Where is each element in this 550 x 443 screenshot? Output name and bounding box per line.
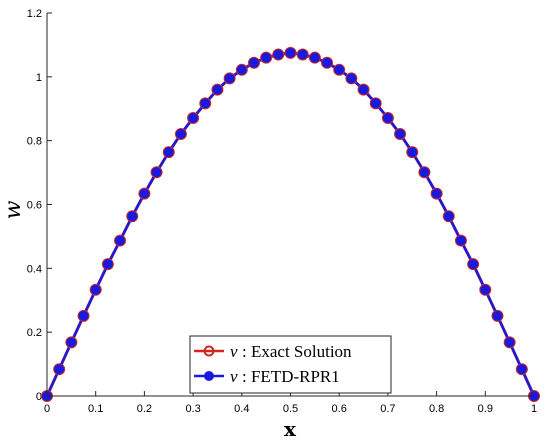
series-1-point: [346, 73, 357, 84]
x-tick-label: 0: [44, 403, 50, 415]
series-1-point: [322, 57, 333, 68]
x-tick-label: 0.1: [88, 403, 103, 415]
series-1-point: [455, 235, 466, 246]
series-1-point: [285, 47, 296, 58]
series-1-point: [212, 84, 223, 95]
series-1-point: [407, 147, 418, 158]
y-tick-label: 0.4: [27, 263, 42, 275]
series-1-point: [273, 49, 284, 60]
legend-entry-fetd: v : FETD-RPR1: [194, 367, 340, 386]
x-tick-label: 0.9: [478, 403, 493, 415]
x-tick-label: 0.5: [283, 403, 298, 415]
legend-marker-fetd: [204, 371, 214, 381]
series-1-point: [78, 310, 89, 321]
series-1-point: [200, 98, 211, 109]
x-tick-label: 0.3: [185, 403, 200, 415]
series-1-point: [358, 84, 369, 95]
series-1-point: [224, 73, 235, 84]
series-1-point: [115, 235, 126, 246]
series-1-point: [370, 98, 381, 109]
series-layer: [41, 46, 540, 402]
series-1-point: [54, 364, 65, 375]
series-1-point: [261, 52, 272, 63]
y-axis-label: w: [1, 200, 26, 219]
x-tick-label: 0.7: [380, 403, 395, 415]
series-1-point: [188, 113, 199, 124]
y-tick-label: 1: [36, 72, 42, 84]
x-axis-label: x: [284, 417, 297, 441]
series-1-point: [419, 167, 430, 178]
series-1-point: [395, 128, 406, 139]
series-1-point: [248, 57, 259, 68]
series-1-point: [139, 188, 150, 199]
legend: v : Exact Solution v : FETD-RPR1: [189, 335, 392, 394]
tick-group: 0 0.1 0.2 0.3 0.4 0.5 0.6 0.7 0.8 0.9 1 0 0.2 0.4 0.6 0…: [27, 8, 537, 415]
plot-area: [47, 13, 534, 396]
series-1-point: [236, 64, 247, 75]
legend-entry-exact: v : Exact Solution: [194, 342, 352, 361]
series-1-point: [431, 188, 442, 199]
series-1-point: [151, 167, 162, 178]
series-1-point: [163, 147, 174, 158]
series-1-point: [504, 337, 515, 348]
x-tick-label: 0.4: [234, 403, 249, 415]
series-1-point: [297, 49, 308, 60]
series-1-point: [334, 64, 345, 75]
legend-prefix-exact: v: [230, 342, 238, 361]
y-tick-label: 0: [36, 391, 42, 403]
x-tick-label: 0.2: [137, 403, 152, 415]
series-1-point: [443, 211, 454, 222]
y-tick-label: 0.8: [27, 136, 42, 148]
series-1-point: [382, 113, 393, 124]
legend-box: [189, 335, 392, 394]
x-tick-label: 0.6: [332, 403, 347, 415]
series-1-point: [480, 284, 491, 295]
y-tick-label: 1.2: [27, 8, 42, 20]
series-1-point: [127, 211, 138, 222]
legend-marker-exact: [203, 345, 215, 357]
series-1-point: [309, 52, 320, 63]
x-tick-label: 0.8: [429, 403, 444, 415]
y-tick-label: 0.2: [27, 327, 42, 339]
series-1-point: [468, 259, 479, 270]
legend-label-exact: : Exact Solution: [242, 342, 352, 361]
legend-label-fetd: : FETD-RPR1: [242, 367, 340, 386]
series-1-point: [516, 364, 527, 375]
y-tick-label: 0.6: [27, 200, 42, 212]
legend-prefix-fetd: v: [230, 367, 238, 386]
series-1-point: [90, 284, 101, 295]
series-1-point: [175, 128, 186, 139]
x-tick-label: 1: [531, 403, 537, 415]
series-1-point: [66, 337, 77, 348]
series-1-point: [102, 259, 113, 270]
series-1-point: [492, 310, 503, 321]
